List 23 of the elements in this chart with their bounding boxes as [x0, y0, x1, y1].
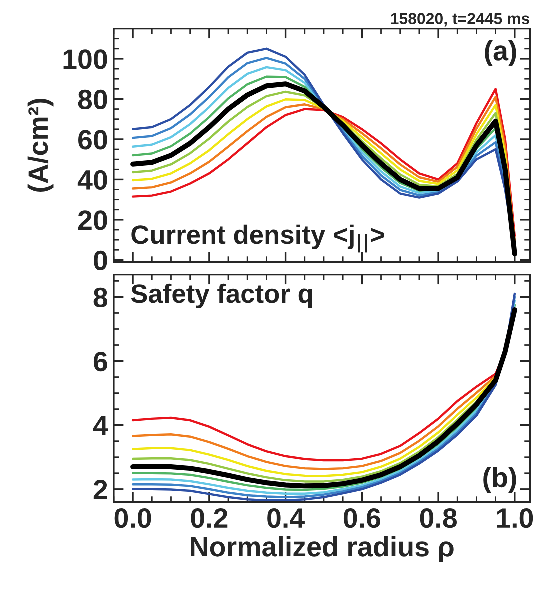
annotation: (b) [484, 467, 516, 494]
annotation: Safety factor q [131, 284, 312, 308]
y-tick-label: 4 [93, 416, 108, 436]
y-tick-label: 60 [78, 130, 108, 150]
y-tick-label: 40 [78, 170, 108, 190]
y-tick-label: 2 [94, 480, 108, 500]
y-tick-label: 80 [78, 90, 108, 110]
annotation: Current density <j$_{||}$> [132, 224, 385, 253]
y-tick-label: 100 [64, 50, 108, 70]
y-axis-title: (A/cm²) [28, 99, 54, 192]
x-tick-label: 0.2 [191, 508, 228, 528]
y-tick-label: 0 [94, 250, 108, 271]
x-tick-label: 1.0 [497, 508, 534, 528]
x-axis-title: Normalized radius ρ [191, 536, 454, 562]
x-tick-label: 0.6 [344, 508, 380, 528]
y-tick-label: 20 [78, 210, 108, 230]
x-tick-label: 0.4 [268, 508, 305, 528]
x-tick-label: 0.8 [420, 508, 457, 528]
x-tick-label: 0.0 [114, 508, 152, 528]
annotation: (a) [485, 40, 516, 66]
chart-title: 158020, t=2445 ms [391, 13, 530, 27]
y-tick-label: 8 [94, 288, 108, 308]
y-tick-label: 6 [94, 352, 108, 372]
